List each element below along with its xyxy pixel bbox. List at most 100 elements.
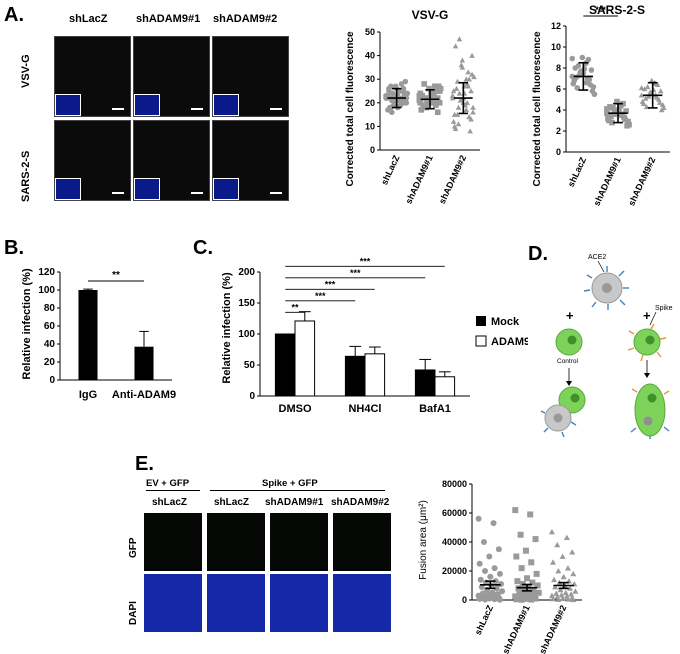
fusion-point (534, 582, 541, 589)
vsvg-point (436, 100, 443, 106)
plus-right: + (643, 308, 651, 323)
micrograph-gfp-spike-shadam9-2 (333, 513, 391, 571)
fusion-point (499, 588, 506, 595)
sars-point (591, 91, 598, 98)
chart-vsvg-ylabel: Corrected total cell fluorescence (345, 31, 356, 186)
sars-point (625, 118, 631, 125)
panel-label-b: B. (4, 237, 24, 259)
fusion-point (555, 596, 562, 602)
fusion-point (552, 583, 559, 590)
fusion-point (480, 539, 487, 545)
vsvg-point (450, 118, 457, 124)
fusion-ytick-label: 60000 (442, 508, 467, 518)
panelC-ytick-label: 0 (249, 391, 255, 402)
panel-a-col-header-1: shLacZ (69, 13, 108, 25)
fusion-point (477, 576, 484, 583)
vsvg-point (398, 100, 405, 106)
fusion-point (553, 590, 560, 596)
label-ace2: ACE2 (588, 254, 606, 261)
chart-sars-title: SARS-2-S (589, 3, 645, 17)
fusion-point (496, 570, 503, 577)
spike-cell-nucleus (645, 335, 655, 345)
fusion-point (550, 559, 556, 565)
vsvg-point (385, 92, 391, 99)
syncytium (634, 383, 666, 437)
vsvg-point (470, 104, 476, 110)
fusion-point (476, 595, 483, 602)
vsvg-point (386, 85, 392, 92)
vsvg-point (419, 95, 426, 101)
vsvg-point (432, 83, 438, 90)
vsvg-point (467, 128, 473, 134)
chart-vsvg-title: VSV-G (412, 8, 449, 22)
micrograph-gfp-ev-shlacz (144, 513, 202, 571)
panelB-ytick-label: 0 (49, 375, 55, 386)
sars-point (654, 82, 661, 88)
sars-point (659, 101, 666, 107)
sars-point (585, 56, 592, 63)
fusion-point (563, 534, 570, 541)
fusion-point (495, 546, 502, 553)
fusion-point (560, 573, 567, 580)
sars-point (640, 100, 647, 106)
sars-point (569, 55, 576, 62)
plus-left: + (566, 308, 574, 323)
fusion-point (522, 595, 529, 602)
panelC-bar-adam9 (434, 376, 456, 397)
fusion-xtick-label: shADAM9#2 (537, 604, 568, 654)
vsvg-point (434, 109, 441, 116)
fusion-point (512, 507, 519, 514)
vsvg-point (435, 83, 442, 90)
vsvg-point (464, 100, 471, 106)
ace2-receptors (583, 266, 629, 310)
vsvg-xtick-label: shLacZ (379, 153, 402, 186)
fusion-point (513, 553, 520, 560)
sars-point (572, 65, 579, 71)
fusion-point (572, 588, 579, 594)
sars-point (604, 110, 610, 116)
panel-e-col-header-1: shLacZ (152, 497, 188, 508)
sars-point (573, 74, 580, 81)
panelB-sig-label: ** (112, 270, 120, 281)
fusion-point (513, 596, 520, 603)
sars-point (613, 108, 619, 114)
panel-e-col-header-3: shADAM9#1 (265, 497, 324, 508)
fusion-point (482, 568, 488, 574)
chart-vsvg: VSV-G Corrected total cell fluorescence … (345, 8, 480, 205)
micrograph-vsvg-shadam9-2 (212, 36, 289, 117)
fusion-point (557, 586, 564, 593)
vsvg-ytick-label: 20 (365, 98, 375, 108)
panelC-xtick-label: DMSO (279, 403, 312, 415)
sars-point (610, 105, 616, 111)
panelB-ytick-label: 40 (44, 339, 56, 350)
panel-e-col-header-2: shLacZ (214, 497, 250, 508)
micrograph-sars-shadam9-1 (133, 120, 210, 201)
panelB-ytick-label: 20 (44, 357, 56, 368)
sars-point (660, 105, 667, 111)
panel-a-col-header-2: shADAM9#1 (136, 13, 201, 25)
fusion-point (496, 596, 503, 603)
panel-d-schematic: ACE2 + + Control Spike (540, 254, 673, 439)
sars-point (614, 98, 620, 105)
fusion-point (562, 589, 569, 596)
panelC-bar-mock (414, 369, 436, 397)
fusion-point (528, 559, 535, 566)
panel-a-row-label-2: SARS-2-S (20, 150, 32, 202)
panelC-sig-label: *** (315, 291, 326, 301)
fusion-point (554, 541, 561, 548)
fusion-point (518, 565, 525, 572)
sars-point (638, 92, 645, 98)
spike-proteins (627, 323, 667, 362)
sars-point (604, 106, 610, 112)
vsvg-point (450, 88, 457, 94)
fusion-point (550, 595, 556, 602)
micrograph-vsvg-shadam9-1 (133, 36, 210, 117)
vsvg-point (387, 104, 393, 111)
vsvg-point (453, 85, 460, 91)
fusion-point (535, 589, 542, 596)
panel-label-d: D. (528, 243, 548, 265)
micrograph-dapi-spike-shadam9-1 (270, 574, 328, 632)
panel-e-group-ev-gfp: EV + GFP (146, 478, 190, 489)
panel-e-row-label-gfp: GFP (128, 537, 139, 558)
ace2-cell-nucleus (602, 283, 612, 293)
